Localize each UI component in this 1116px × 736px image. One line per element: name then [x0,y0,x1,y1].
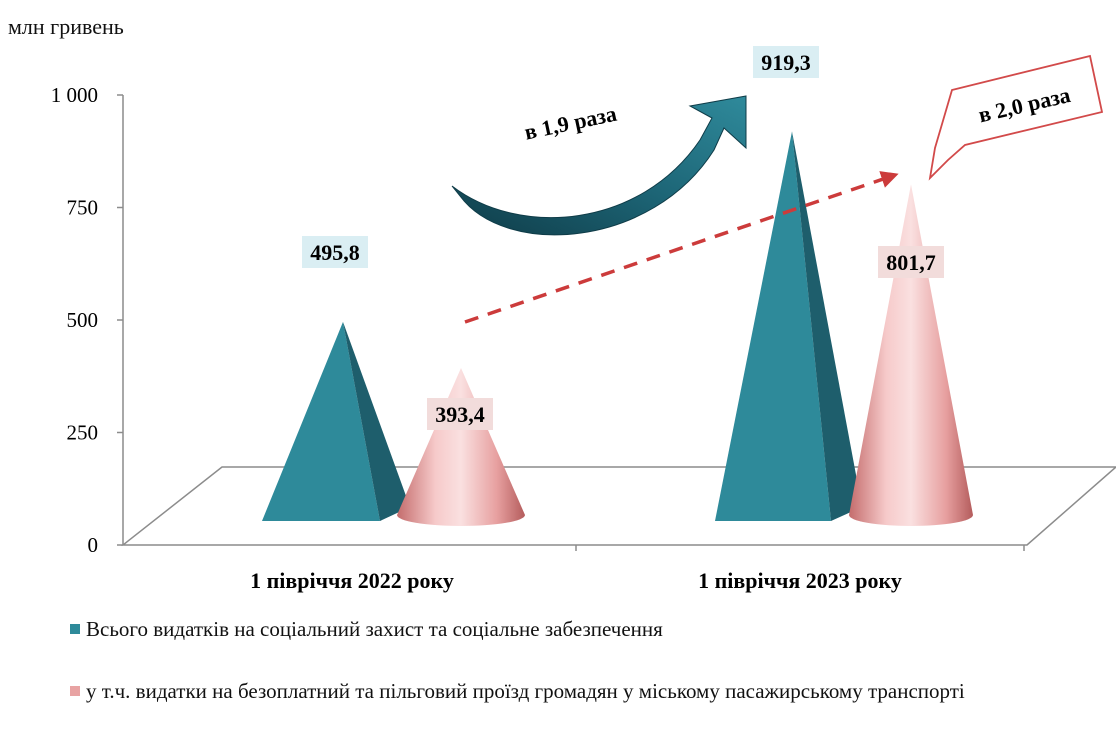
data-label-text: 393,4 [435,402,485,427]
pyramid-bar-series-0 [715,131,862,521]
pyramid-face-front [262,321,380,521]
data-label-series-1: 393,4 [427,398,493,430]
y-tick-label: 250 [67,421,99,445]
data-label-bg [878,246,944,278]
data-label-text: 801,7 [886,250,936,275]
legend-item-series-0: Всього видатків на соціальний захист та … [70,614,663,644]
x-category-label: 1 півріччя 2022 року [250,568,454,593]
y-tick-label: 500 [67,308,99,332]
legend-label-series-0: Всього видатків на соціальний захист та … [86,617,663,641]
growth-arrow-dashed [464,171,899,324]
data-label-bg [753,46,819,78]
legend-swatch-series-0 [70,624,80,635]
data-label-bg [302,236,368,268]
growth-label-series-0: в 1,9 раза [522,101,619,145]
legend-label-series-1: у т.ч. видатки на безоплатний та пільгов… [86,679,965,703]
legend-swatch-series-1 [70,686,80,697]
data-label-series-1: 801,7 [878,246,944,278]
data-label-text: 919,3 [761,50,811,75]
legend-item-series-1: у т.ч. видатки на безоплатний та пільгов… [70,676,1100,706]
chart-marks: 495,8 919,3 393,4 801,7 [262,46,973,527]
cone-bar-series-1 [849,184,973,527]
cone-bar-series-1 [397,367,525,526]
pyramid-face-front [715,131,831,521]
y-axis-ticks: 0 250 500 750 1 000 [51,83,123,557]
pyramid-face-side [343,321,410,521]
pyramid-face-side [792,131,862,521]
data-label-series-0: 919,3 [753,46,819,78]
unit-label: млн гривень [8,14,124,39]
x-category-label: 1 півріччя 2023 року [698,568,902,593]
cone-body [397,367,525,526]
x-axis-categories: 1 півріччя 2022 року 1 півріччя 2023 року [250,545,1025,593]
growth-callout-box [928,54,1104,181]
data-label-bg [427,398,493,430]
y-tick-label: 1 000 [51,83,98,107]
cone-body [849,184,973,527]
chart-floor [120,466,1116,546]
growth-arrow-curved [451,95,747,236]
pyramid-bar-series-0 [262,321,410,521]
y-tick-label: 0 [88,533,99,557]
data-label-series-0: 495,8 [302,236,368,268]
y-tick-label: 750 [67,196,99,220]
data-label-text: 495,8 [310,240,360,265]
